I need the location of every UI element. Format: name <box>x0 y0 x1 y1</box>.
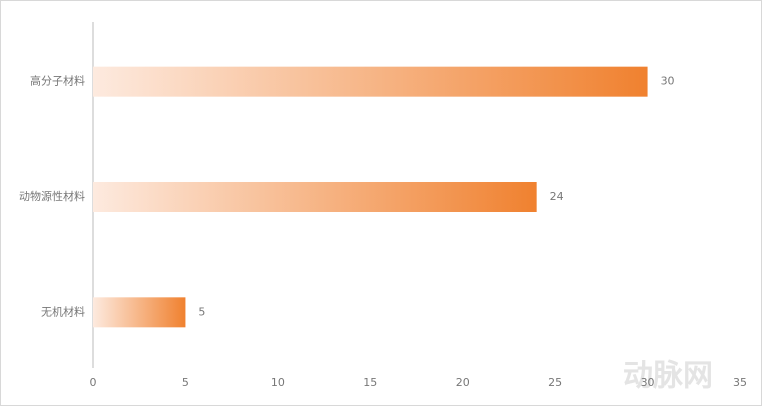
value-label: 5 <box>198 305 205 318</box>
bar <box>93 297 186 328</box>
x-tick-label: 10 <box>271 376 285 389</box>
value-label: 30 <box>661 75 675 88</box>
y-tick-label: 高分子材料 <box>30 74 85 88</box>
x-tick-label: 35 <box>733 376 747 389</box>
value-label: 24 <box>550 190 564 203</box>
bar <box>93 66 648 97</box>
x-tick-label: 5 <box>182 376 189 389</box>
x-tick-label: 15 <box>363 376 377 389</box>
x-tick-label: 20 <box>456 376 470 389</box>
x-tick-label: 30 <box>641 376 655 389</box>
x-tick-label: 25 <box>548 376 562 389</box>
y-tick-label: 无机材料 <box>41 304 85 318</box>
x-tick-label: 0 <box>90 376 97 389</box>
bar <box>93 182 537 212</box>
watermark: 动脉网 <box>623 359 713 394</box>
y-tick-label: 动物源性材料 <box>19 189 85 203</box>
